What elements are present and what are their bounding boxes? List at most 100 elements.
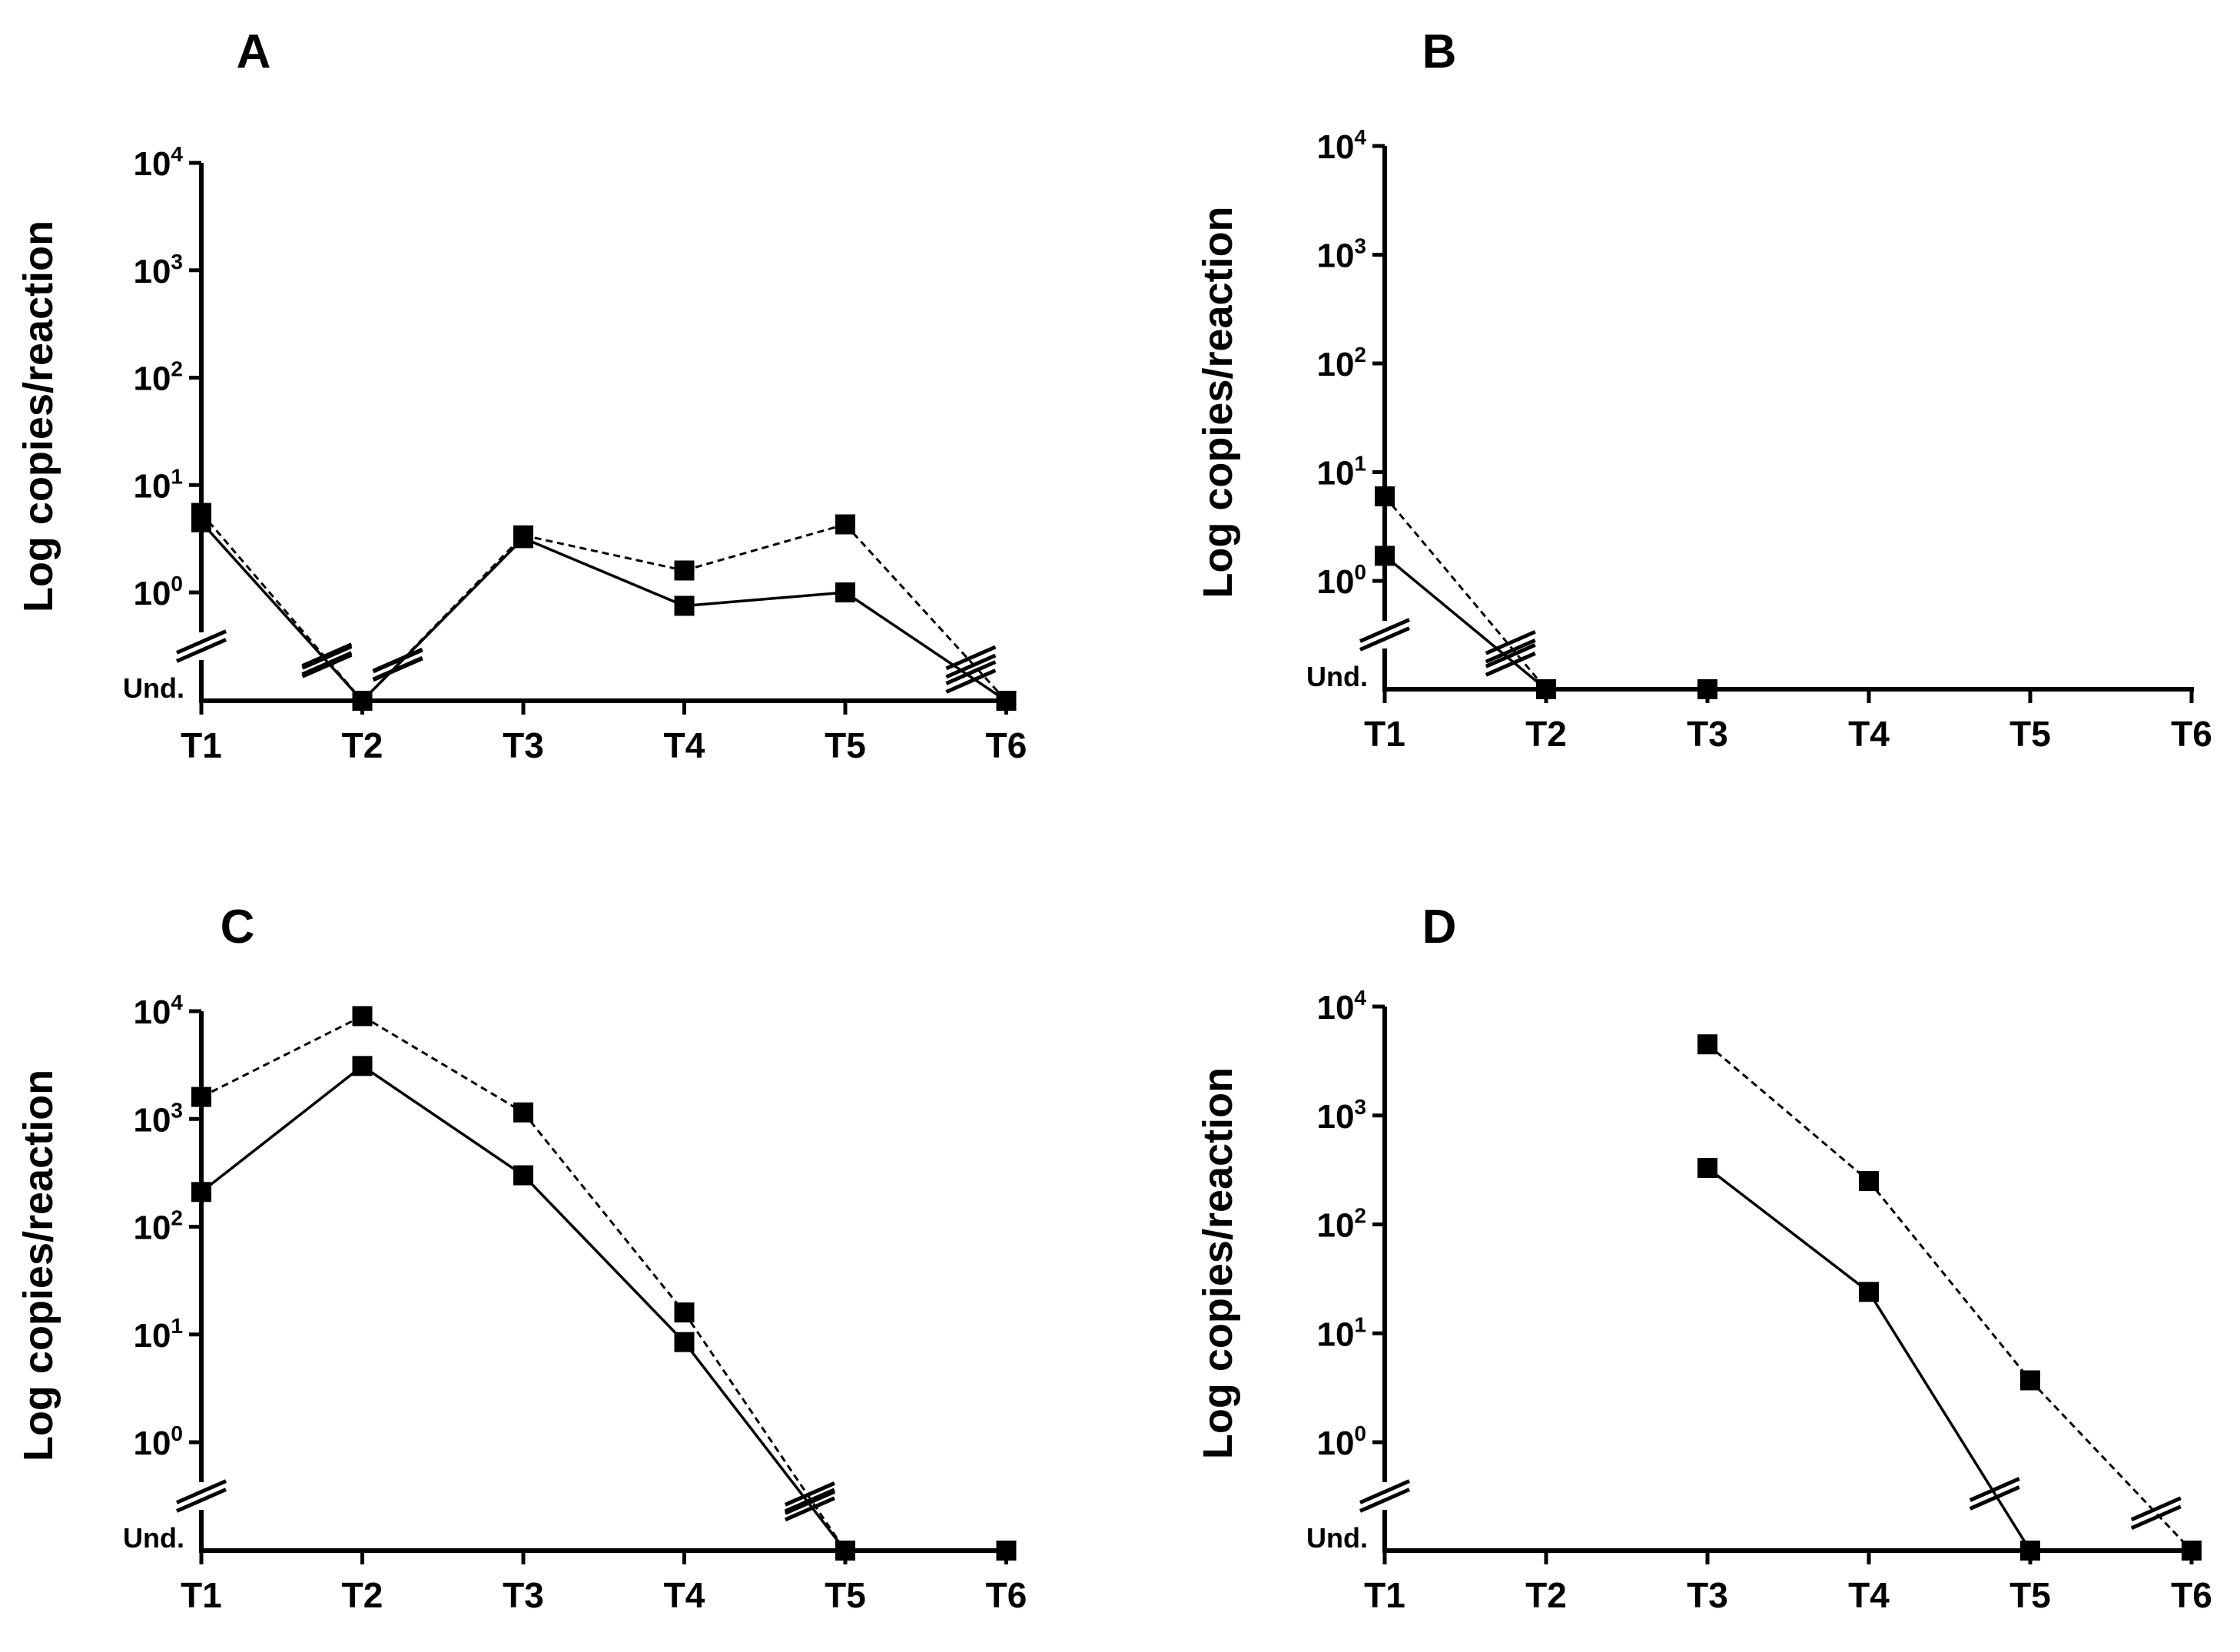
series-solid-point: [835, 1541, 855, 1561]
series-solid-break-1: [372, 648, 423, 674]
y-tick-label: 101: [1316, 452, 1366, 493]
series-solid-point: [674, 595, 695, 616]
x-tick-label: T4: [1848, 1575, 1890, 1615]
series-solid-break-1: [1485, 643, 1536, 668]
series-solid-break-1: [1969, 1477, 2020, 1502]
series-dashed-segment: [201, 1015, 363, 1098]
series-solid-point: [352, 691, 373, 711]
series-solid-point: [835, 582, 855, 602]
series-dashed-segment: [200, 512, 363, 702]
series-solid-point: [513, 1165, 533, 1186]
y-tick-label: 102: [1316, 343, 1366, 383]
x-tick-label: T3: [503, 1575, 544, 1615]
series-solid-point: [674, 1332, 695, 1352]
series-solid-point: [513, 528, 533, 549]
panel-letter: B: [1422, 25, 1457, 78]
panel-letter: A: [237, 25, 271, 78]
panel-letter: C: [221, 901, 255, 954]
y-tick-label-und: Und.: [123, 672, 184, 704]
series-solid-segment: [845, 591, 1007, 702]
series-dashed-point: [1859, 1171, 1879, 1192]
x-tick-label: T5: [2009, 714, 2051, 754]
series-solid-segment: [1867, 1291, 2032, 1551]
series-solid-point: [191, 512, 211, 532]
y-axis-break-2: [1359, 626, 1411, 652]
series-dashed-point: [674, 560, 695, 581]
y-tick-label-und: Und.: [123, 1522, 184, 1554]
y-tick-label: 104: [133, 142, 183, 183]
panel-letter: D: [1422, 901, 1457, 954]
x-tick-label: T2: [1525, 714, 1567, 754]
y-axis-label: Log copies/reaction: [1195, 1067, 1241, 1459]
y-tick-label: 100: [133, 572, 183, 612]
series-solid-segment: [523, 536, 685, 608]
series-solid-break-2: [301, 653, 353, 678]
y-axis-break-2: [1359, 1488, 1411, 1513]
x-tick-label: T4: [664, 725, 705, 765]
x-tick-label: T1: [181, 1575, 222, 1615]
series-solid-point: [1859, 1282, 1879, 1302]
series-solid-segment: [200, 521, 363, 702]
x-tick-label: T3: [1687, 1575, 1728, 1615]
y-axis-break-1: [1359, 618, 1411, 643]
series-dashed-segment: [523, 534, 685, 572]
y-tick-label: 104: [1316, 986, 1366, 1027]
x-tick-label: T2: [342, 1575, 383, 1615]
y-tick-label: 104: [1316, 125, 1366, 166]
panel-D: D Log copies/reaction 100 101 102 103 104 Und. T…: [1195, 901, 2212, 1615]
series-solid-segment: [683, 1341, 847, 1552]
series-dashed-segment: [1707, 1043, 1870, 1183]
series-solid-break-2: [784, 1496, 835, 1522]
series-solid-point: [996, 691, 1017, 711]
x-tick-label: T3: [503, 725, 544, 765]
series-dashed-point: [2020, 1370, 2040, 1391]
series-solid-point: [1375, 546, 1395, 566]
panel-A: A Log copies/reaction 100 101 102 103 104 Und. T…: [15, 25, 1027, 765]
y-tick-label: 104: [133, 990, 183, 1031]
x-tick-label: T6: [2171, 714, 2212, 754]
series-solid-break-2: [1969, 1485, 2020, 1511]
series-solid-point: [1697, 679, 1717, 699]
x-tick-label: T2: [1525, 1575, 1567, 1615]
series-solid-break-2: [372, 656, 423, 682]
series-dashed-segment: [1867, 1180, 2032, 1382]
series-dashed-segment: [844, 523, 1007, 702]
series-solid-segment: [1706, 1166, 1870, 1293]
x-tick-label: T1: [181, 725, 222, 765]
y-tick-label: 101: [1316, 1312, 1366, 1353]
x-tick-label: T6: [2171, 1575, 2212, 1615]
series-solid-break-1: [784, 1488, 835, 1514]
series-solid-segment: [522, 1174, 685, 1343]
y-axis-label: Log copies/reaction: [15, 1070, 61, 1461]
panel-B: B Log copies/reaction 100 101 102 103 104 Und. T…: [1195, 25, 2212, 754]
y-axis-label: Log copies/reaction: [15, 221, 61, 612]
y-tick-label: 102: [133, 1206, 183, 1247]
series-solid-segment: [1383, 555, 1548, 691]
series-solid-break-2: [945, 668, 997, 694]
x-tick-label: T1: [1364, 714, 1405, 754]
series-solid-break-1: [301, 645, 353, 670]
series-dashed-point: [191, 1086, 211, 1107]
series-dashed-segment: [1383, 495, 1548, 690]
series-dashed-point: [2182, 1541, 2202, 1561]
y-tick-label: 103: [133, 1098, 183, 1139]
series-dashed-point: [1697, 1034, 1717, 1055]
x-tick-label: T5: [825, 725, 866, 765]
x-tick-label: T4: [664, 1575, 705, 1615]
y-tick-label: 103: [1316, 234, 1366, 275]
series-solid-segment: [361, 537, 525, 702]
y-tick-label: 101: [133, 464, 183, 505]
y-axis-break-2: [175, 1488, 227, 1513]
series-dashed-point: [835, 514, 855, 535]
y-tick-label: 101: [133, 1314, 183, 1355]
y-axis-break-1: [175, 629, 227, 655]
series-dashed-segment: [2029, 1379, 2193, 1552]
panel-C: C Log copies/reaction 100 101 102 103 104 Und. T…: [15, 901, 1027, 1615]
y-axis-break-2: [175, 638, 227, 663]
series-dashed-break-2: [1485, 638, 1536, 664]
series-solid-segment: [684, 591, 846, 608]
y-tick-label: 102: [133, 357, 183, 398]
series-solid-point: [1536, 679, 1556, 699]
series-solid-break-2: [1485, 652, 1536, 677]
